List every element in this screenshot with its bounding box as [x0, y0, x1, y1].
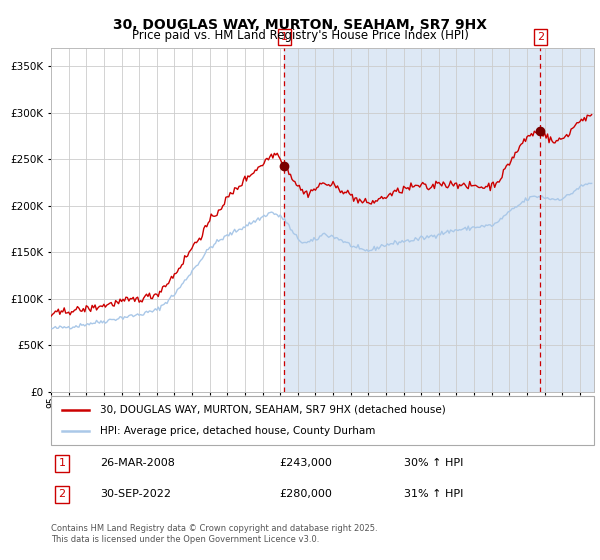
- Text: 30% ↑ HPI: 30% ↑ HPI: [404, 459, 463, 468]
- Bar: [284, 48, 594, 392]
- Text: 26-MAR-2008: 26-MAR-2008: [100, 459, 175, 468]
- Text: £243,000: £243,000: [279, 459, 332, 468]
- Text: 2: 2: [58, 489, 65, 499]
- Text: HPI: Average price, detached house, County Durham: HPI: Average price, detached house, Coun…: [100, 426, 375, 436]
- Text: Contains HM Land Registry data © Crown copyright and database right 2025.
This d: Contains HM Land Registry data © Crown c…: [51, 524, 377, 544]
- Text: 1: 1: [58, 459, 65, 468]
- Text: 1: 1: [281, 32, 288, 42]
- Text: 31% ↑ HPI: 31% ↑ HPI: [404, 489, 463, 499]
- Text: Price paid vs. HM Land Registry's House Price Index (HPI): Price paid vs. HM Land Registry's House …: [131, 29, 469, 42]
- Text: 2: 2: [536, 32, 544, 42]
- Text: 30, DOUGLAS WAY, MURTON, SEAHAM, SR7 9HX (detached house): 30, DOUGLAS WAY, MURTON, SEAHAM, SR7 9HX…: [100, 405, 446, 415]
- Text: 30-SEP-2022: 30-SEP-2022: [100, 489, 171, 499]
- Text: £280,000: £280,000: [279, 489, 332, 499]
- Text: 30, DOUGLAS WAY, MURTON, SEAHAM, SR7 9HX: 30, DOUGLAS WAY, MURTON, SEAHAM, SR7 9HX: [113, 18, 487, 32]
